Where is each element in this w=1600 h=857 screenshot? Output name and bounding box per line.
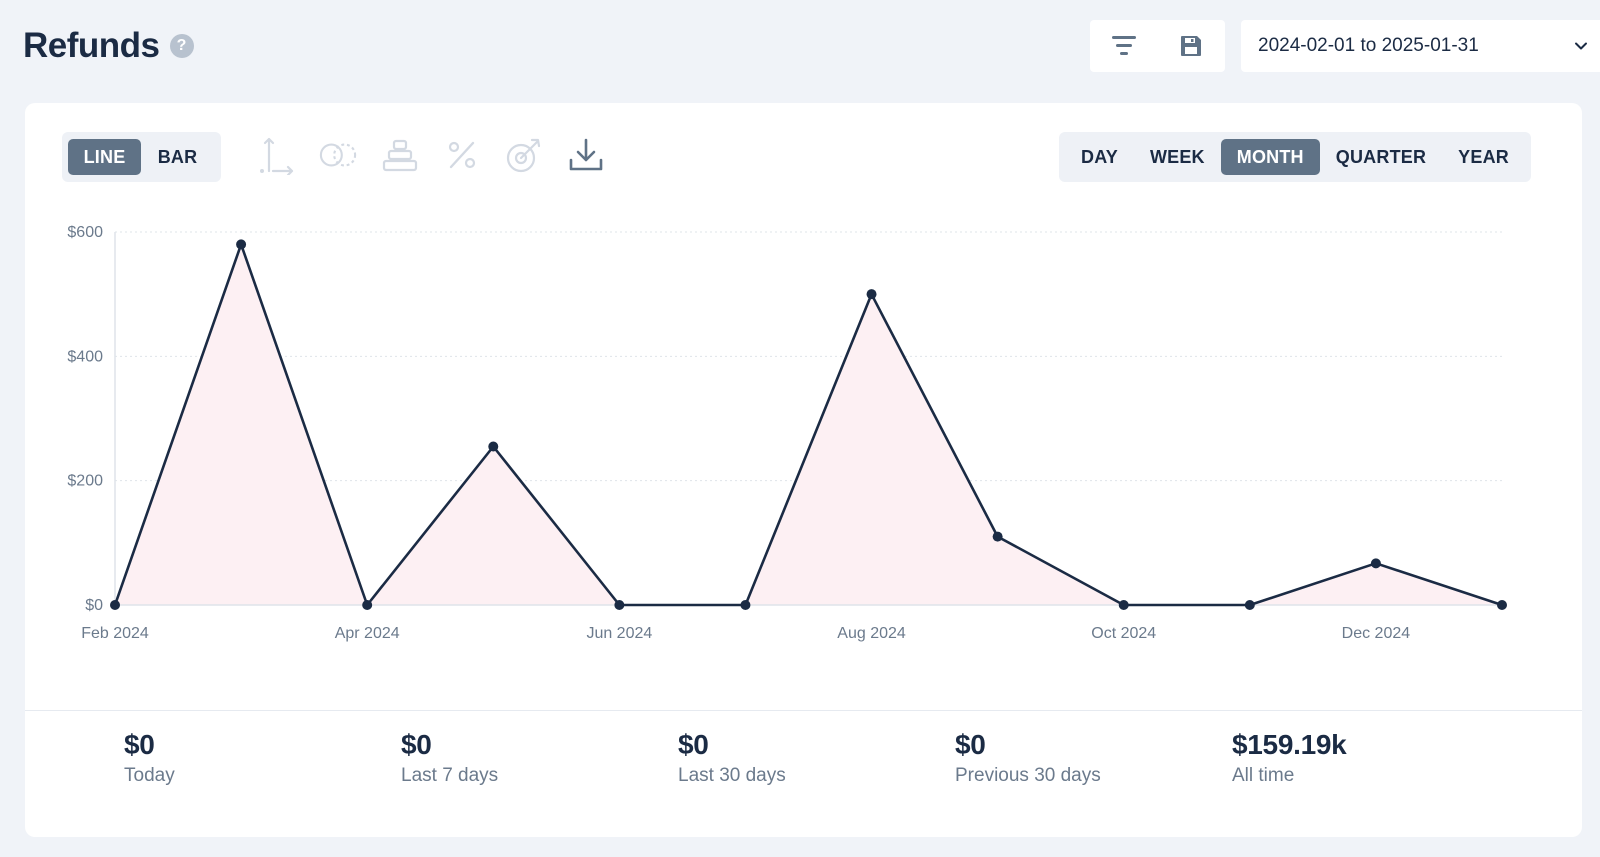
period-day-button[interactable]: DAY <box>1081 146 1118 167</box>
date-range-picker[interactable]: 2024-02-01 to 2025-01-31 <box>1241 20 1600 72</box>
axis-tool-button[interactable] <box>257 135 295 175</box>
period-week-button[interactable]: WEEK <box>1149 146 1205 167</box>
card-divider <box>25 710 1582 711</box>
compare-tool-button[interactable] <box>319 135 357 175</box>
stat-today: $0 Today <box>124 729 175 787</box>
data-point <box>362 600 373 610</box>
save-button[interactable] <box>1157 20 1224 72</box>
percent-icon <box>448 141 476 169</box>
stat-value: $0 <box>401 729 432 760</box>
axis-icon <box>260 137 294 175</box>
stats-row: $0 Today $0 Last 7 days $0 Last 30 days … <box>25 729 1582 829</box>
stat-value: $0 <box>678 729 709 760</box>
refunds-chart-card: LINE BAR <box>25 103 1582 837</box>
period-quarter-button[interactable]: QUARTER <box>1335 146 1427 167</box>
chart-type-toggle: LINE BAR <box>62 132 221 182</box>
data-point <box>236 239 247 250</box>
y-tick-label: $600 <box>67 224 103 241</box>
download-button[interactable] <box>567 135 605 175</box>
x-tick-label: Apr 2024 <box>335 625 400 642</box>
stat-label: Last 7 days <box>401 765 499 786</box>
title-group: Refunds ? <box>23 26 194 66</box>
stat-last-30-days: $0 Last 30 days <box>678 729 786 787</box>
stat-value: $159.19k <box>1232 729 1347 760</box>
period-month-button[interactable]: MONTH <box>1220 139 1320 175</box>
series-area <box>115 244 1502 605</box>
page-title: Refunds <box>23 26 160 65</box>
x-tick-label: Aug 2024 <box>837 625 906 642</box>
stack-icon <box>382 139 418 172</box>
series-line <box>113 243 1503 607</box>
x-tick-label: Dec 2024 <box>1342 625 1411 642</box>
chart-type-bar-button[interactable]: BAR <box>157 146 198 167</box>
stat-all-time: $159.19k All time <box>1232 729 1347 787</box>
stack-tool-button[interactable] <box>381 135 419 175</box>
stat-label: Previous 30 days <box>955 765 1101 786</box>
y-tick-label: $400 <box>67 348 103 365</box>
data-point <box>110 600 120 610</box>
chart-area <box>115 244 1502 605</box>
data-point <box>992 531 1003 542</box>
refunds-line-chart: $0 $200 $400 $600 Feb 2024 Apr 2024 Jun 2024 Au… <box>67 224 1507 642</box>
compare-circles-icon <box>319 143 357 167</box>
y-tick-label: $200 <box>67 473 103 490</box>
chevron-down-icon <box>1575 42 1587 50</box>
data-point <box>1497 600 1507 610</box>
data-point <box>488 441 499 452</box>
header-toolbar <box>1090 20 1225 72</box>
period-year-button[interactable]: YEAR <box>1458 146 1509 167</box>
stat-value: $0 <box>124 729 155 760</box>
filter-button[interactable] <box>1090 20 1157 72</box>
stat-label: Today <box>124 765 175 786</box>
data-point <box>1370 558 1381 569</box>
date-range-text: 2024-02-01 to 2025-01-31 <box>1258 35 1479 56</box>
chart-labels: $0 $200 $400 $600 Feb 2024 Apr 2024 Jun 2024 Au… <box>67 224 1410 642</box>
y-tick-label: $0 <box>85 597 103 614</box>
filter-lines-icon <box>1111 36 1136 55</box>
target-icon <box>506 138 541 173</box>
data-point <box>1244 600 1255 610</box>
chart-axes <box>114 232 1502 606</box>
chart-line <box>113 243 1503 607</box>
period-toggle: DAY WEEK MONTH QUARTER YEAR <box>1059 132 1531 182</box>
chart-grid <box>115 231 1502 482</box>
floppy-disk-icon <box>1180 36 1201 56</box>
stat-last-7-days: $0 Last 7 days <box>401 729 498 787</box>
x-tick-label: Oct 2024 <box>1091 625 1156 642</box>
goal-tool-button[interactable] <box>505 135 543 175</box>
x-tick-label: Jun 2024 <box>586 625 652 642</box>
x-tick-label: Feb 2024 <box>81 625 149 642</box>
data-point <box>866 289 877 300</box>
stat-value: $0 <box>955 729 986 760</box>
data-point <box>614 600 625 610</box>
data-point <box>740 600 751 610</box>
stat-label: Last 30 days <box>678 765 786 786</box>
stat-previous-30-days: $0 Previous 30 days <box>955 729 1101 787</box>
download-icon <box>569 138 603 171</box>
chart-points <box>110 239 1507 610</box>
chart-type-line-button[interactable]: LINE <box>68 139 141 175</box>
data-point <box>1118 600 1129 610</box>
page-header: Refunds ? 2024-02-01 to 2025-01-31 <box>23 20 1600 72</box>
stat-label: All time <box>1232 765 1295 786</box>
question-circle-icon[interactable]: ? <box>169 34 194 58</box>
chart-tools <box>257 135 605 175</box>
percent-tool-button[interactable] <box>443 135 481 175</box>
